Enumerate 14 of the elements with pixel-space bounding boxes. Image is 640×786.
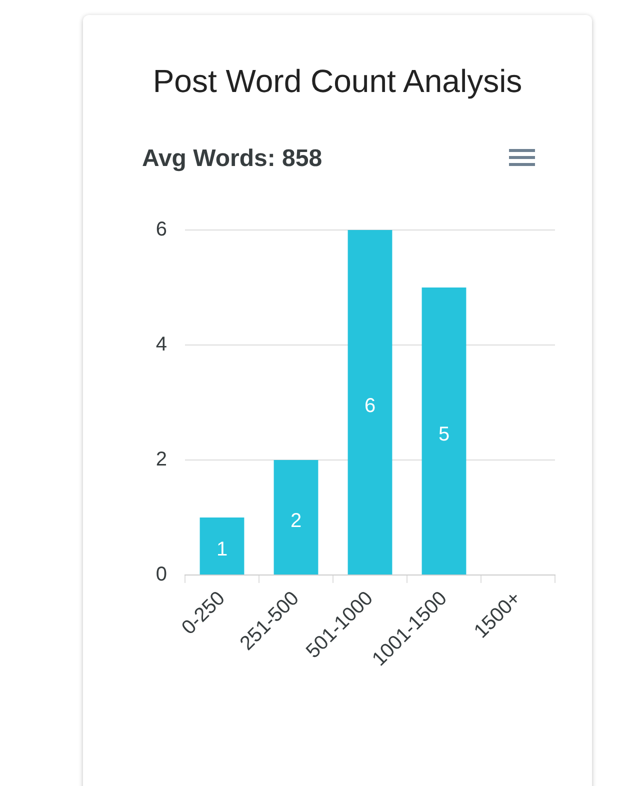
data-label: 5 (438, 424, 450, 446)
bar (274, 460, 318, 574)
y-tick-label: 2 (156, 448, 167, 471)
bar (422, 288, 466, 574)
chart-subtitle: Avg Words: 858 (142, 145, 322, 173)
y-tick-label: 6 (156, 218, 167, 241)
data-label: 1 (216, 538, 228, 561)
data-label: 2 (290, 510, 302, 532)
y-tick-label: 4 (156, 334, 167, 356)
bar (348, 230, 392, 574)
y-tick-label: 0 (156, 564, 167, 586)
data-label: 6 (364, 394, 376, 417)
bar (200, 518, 244, 574)
chart-title: Post Word Count Analysis (152, 63, 524, 100)
